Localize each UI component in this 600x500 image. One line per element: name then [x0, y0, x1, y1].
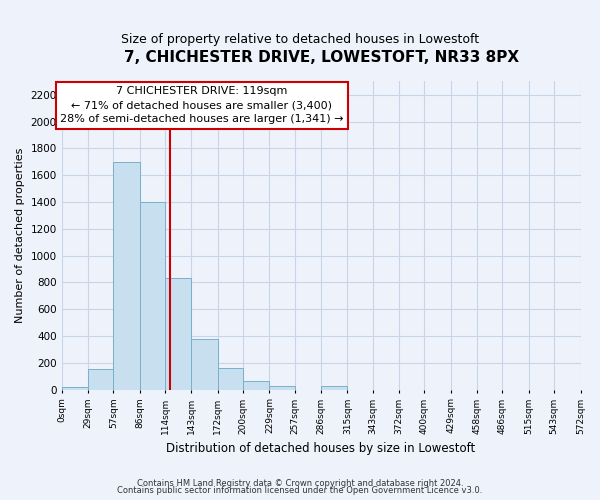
X-axis label: Distribution of detached houses by size in Lowestoft: Distribution of detached houses by size … — [166, 442, 476, 455]
Text: 7 CHICHESTER DRIVE: 119sqm
← 71% of detached houses are smaller (3,400)
28% of s: 7 CHICHESTER DRIVE: 119sqm ← 71% of deta… — [60, 86, 344, 124]
Text: Contains public sector information licensed under the Open Government Licence v3: Contains public sector information licen… — [118, 486, 482, 495]
Bar — [243, 381, 269, 390]
Text: Contains HM Land Registry data © Crown copyright and database right 2024.: Contains HM Land Registry data © Crown c… — [137, 478, 463, 488]
Bar — [140, 202, 165, 390]
Title: 7, CHICHESTER DRIVE, LOWESTOFT, NR33 8PX: 7, CHICHESTER DRIVE, LOWESTOFT, NR33 8PX — [124, 50, 518, 65]
Bar — [218, 368, 243, 390]
Bar — [62, 387, 88, 390]
Text: Size of property relative to detached houses in Lowestoft: Size of property relative to detached ho… — [121, 32, 479, 46]
Bar — [191, 338, 218, 390]
Bar — [113, 162, 140, 390]
Bar — [321, 386, 347, 390]
Bar — [88, 369, 113, 390]
Y-axis label: Number of detached properties: Number of detached properties — [15, 148, 25, 323]
Bar — [269, 386, 295, 390]
Bar — [165, 278, 191, 390]
